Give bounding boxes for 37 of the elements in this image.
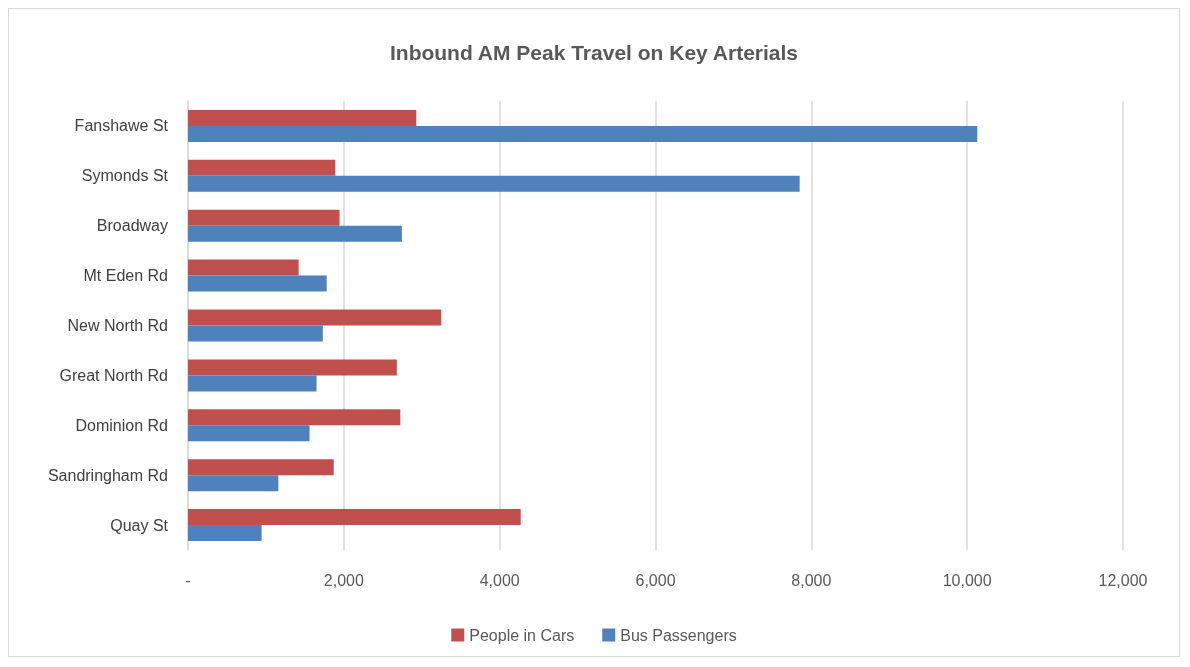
x-tick-label: 2,000 [323,571,364,589]
bar [188,109,417,126]
legend-label: People in Cars [469,626,575,644]
y-tick-label: Great North Rd [59,366,168,384]
y-tick-label: New North Rd [67,317,168,334]
bar [188,275,327,292]
bar [188,409,401,426]
y-tick-label: Symonds St [81,167,169,185]
x-tick-label: 6,000 [635,571,676,589]
bar [188,159,336,176]
chart-title: Inbound AM Peak Travel on Key Arterials [389,41,799,64]
bar [188,259,299,276]
bar [188,359,397,376]
bar [188,175,800,192]
bar [188,209,340,226]
bar [188,309,442,326]
bar [188,425,310,442]
y-tick-label: Sandringham Rd [47,466,168,484]
x-tick-label: 10,000 [942,571,992,589]
bar [188,525,262,542]
bar [188,375,317,392]
y-tick-label: Quay St [110,516,169,534]
bar [188,225,402,242]
y-tick-label: Fanshawe St [74,117,169,135]
bar [188,325,323,342]
y-tick-label: Broadway [96,217,168,235]
bar [188,475,279,492]
x-tick-label: 4,000 [479,571,520,589]
legend-label: Bus Passengers [620,626,737,644]
bar [188,125,978,142]
bar [188,459,334,476]
x-tick-label: 8,000 [791,571,832,589]
x-tick-label: 12,000 [1098,571,1148,589]
y-tick-label: Dominion Rd [75,416,168,434]
bar [188,509,521,526]
y-tick-label: Mt Eden Rd [83,267,168,285]
x-tick-label: - [185,571,191,589]
